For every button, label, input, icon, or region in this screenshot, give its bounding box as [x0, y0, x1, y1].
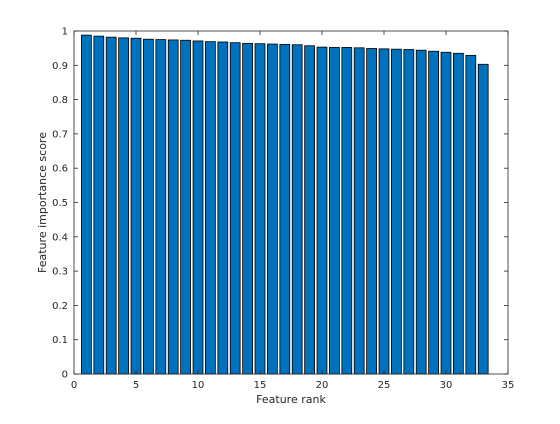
x-tick-label: 20: [316, 380, 329, 391]
bar-rank-32: [465, 54, 477, 375]
y-axis: 0 0.1 0.2 0.3 0.4 0.5 0.6 0.7 0.8 0.9 1: [52, 27, 508, 381]
bar-rank-12: [217, 41, 229, 375]
y-tick-label: 0: [62, 370, 68, 381]
bar-rank-5: [130, 37, 142, 375]
bar-rank-1: [81, 34, 92, 375]
y-tick-label: 0.4: [52, 232, 68, 243]
bar-rank-6: [143, 38, 154, 375]
bar-rank-27: [403, 49, 415, 375]
bar-rank-16: [267, 43, 278, 375]
bar-rank-7: [155, 39, 167, 375]
x-axis: 0 5 10 15 20 25 30 35: [71, 31, 515, 391]
bar-rank-10: [192, 40, 204, 375]
y-tick-label: 0.2: [52, 301, 68, 312]
y-tick-label: 0.7: [52, 129, 68, 140]
x-tick-label: 10: [192, 380, 205, 391]
y-tick-label: 0.8: [52, 95, 68, 106]
y-tick-label: 0.3: [52, 267, 68, 278]
bar-rank-23: [353, 47, 365, 375]
bar-rank-17: [279, 43, 291, 375]
x-tick-label: 35: [502, 380, 515, 391]
bar-rank-30: [440, 51, 452, 375]
bar-rank-28: [415, 49, 427, 375]
y-tick-label: 0.6: [52, 164, 68, 175]
bar-rank-18: [291, 44, 303, 375]
bar-rank-11: [205, 41, 216, 375]
y-axis-label: Feature importance score: [36, 132, 49, 273]
bar-rank-33: [477, 63, 489, 375]
y-tick-label: 1: [62, 27, 68, 38]
bar-rank-20: [316, 46, 328, 375]
bar-rank-19: [304, 45, 315, 375]
x-tick-label: 30: [440, 380, 453, 391]
x-tick-label: 15: [254, 380, 267, 391]
y-tick-label: 0.5: [52, 198, 68, 209]
bar-rank-21: [329, 47, 340, 375]
x-tick-label: 5: [133, 380, 139, 391]
bar-rank-31: [453, 52, 464, 375]
bar-rank-2: [93, 35, 105, 375]
bar-rank-24: [366, 48, 377, 375]
bar-rank-26: [391, 48, 402, 375]
bar-rank-8: [167, 39, 179, 375]
x-axis-label: Feature rank: [256, 393, 326, 406]
y-tick-label: 0.1: [52, 335, 68, 346]
bar-rank-25: [378, 48, 390, 375]
bar-rank-22: [341, 47, 353, 375]
bar-rank-9: [180, 39, 191, 375]
bar-rank-4: [118, 37, 129, 375]
bar-rank-13: [229, 42, 241, 375]
bar-rank-3: [105, 36, 117, 375]
bar-rank-15: [254, 43, 266, 375]
x-tick-label: 0: [71, 380, 77, 391]
y-tick-label: 0.9: [52, 61, 68, 72]
x-tick-label: 25: [378, 380, 391, 391]
bar-rank-14: [242, 42, 253, 375]
bar-rank-29: [428, 50, 439, 375]
